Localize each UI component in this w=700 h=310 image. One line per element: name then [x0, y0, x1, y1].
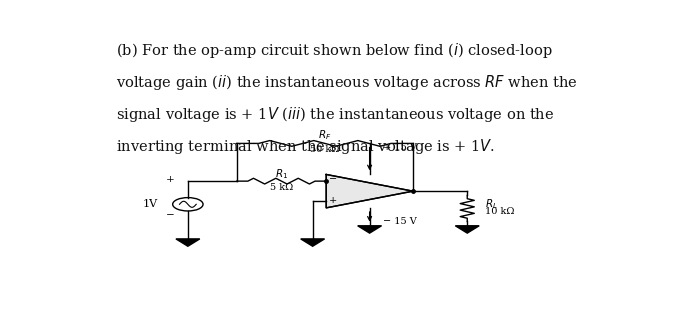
- Text: signal voltage is + 1$\mathit{V}$ ($iii$) the instantaneous voltage on the: signal voltage is + 1$\mathit{V}$ ($iii$…: [116, 105, 554, 124]
- Polygon shape: [358, 226, 382, 233]
- Text: voltage gain ($ii$) the instantaneous voltage across $\mathit{RF}$ when the: voltage gain ($ii$) the instantaneous vo…: [116, 73, 578, 92]
- Text: − 15 V: − 15 V: [383, 217, 417, 226]
- Text: 5 kΩ: 5 kΩ: [270, 183, 293, 192]
- Text: inverting terminal when the signal voltage is + 1$\mathit{V}$.: inverting terminal when the signal volta…: [116, 137, 495, 157]
- Text: 50 kΩ: 50 kΩ: [310, 145, 340, 154]
- Polygon shape: [301, 239, 325, 246]
- Text: +: +: [166, 175, 174, 184]
- Polygon shape: [176, 239, 199, 246]
- Polygon shape: [326, 175, 413, 208]
- Text: −: −: [166, 211, 174, 220]
- Text: $R_1$: $R_1$: [275, 167, 288, 181]
- Text: −: −: [328, 175, 337, 184]
- Text: $R_L$: $R_L$: [484, 197, 498, 211]
- Text: 1V: 1V: [143, 199, 158, 209]
- Text: + 15 V: + 15 V: [383, 143, 417, 152]
- Text: (b) For the op-amp circuit shown below find ($i$) closed-loop: (b) For the op-amp circuit shown below f…: [116, 41, 552, 60]
- Text: $R_F$: $R_F$: [318, 128, 332, 142]
- Text: 10 kΩ: 10 kΩ: [484, 207, 514, 216]
- Text: +: +: [328, 196, 337, 205]
- Polygon shape: [455, 226, 480, 233]
